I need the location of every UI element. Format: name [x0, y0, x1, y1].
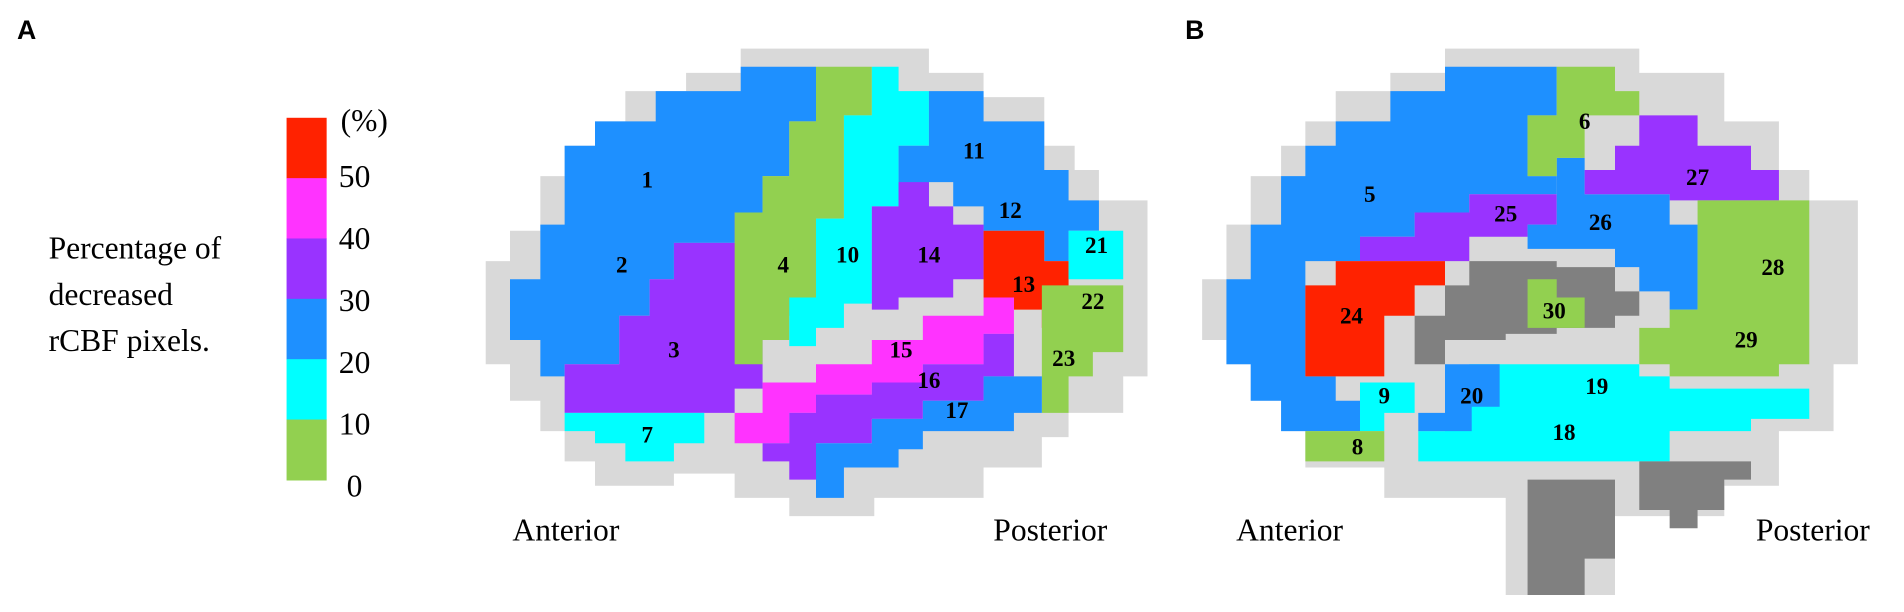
- region-label: 30: [1543, 298, 1566, 324]
- region: [898, 91, 1099, 262]
- region: [734, 297, 1014, 444]
- region: [789, 66, 929, 347]
- region: [564, 412, 705, 462]
- legend-tick: 20: [339, 345, 371, 380]
- region-label: 10: [836, 242, 859, 268]
- region-label: 27: [1686, 164, 1709, 190]
- legend-swatch: [286, 117, 327, 179]
- region-label: 11: [963, 137, 985, 163]
- region-label: 4: [777, 251, 789, 277]
- region-label: 3: [668, 336, 680, 362]
- region-label: 22: [1081, 288, 1104, 314]
- region: [1527, 66, 1640, 177]
- legend-title: Percentage of: [49, 231, 222, 266]
- legend-tick: 10: [339, 407, 371, 442]
- region: [816, 376, 1042, 498]
- region: [1305, 261, 1445, 377]
- legend-tick: 40: [339, 221, 371, 256]
- legend-swatch: [286, 178, 327, 240]
- region: [564, 212, 763, 413]
- region: [1226, 66, 1557, 432]
- region-label: 17: [945, 397, 968, 423]
- legend-unit: (%): [341, 103, 388, 138]
- region-label: 14: [917, 242, 941, 268]
- legend-swatch: [286, 419, 327, 481]
- region-label: 6: [1579, 108, 1591, 134]
- region-label: 9: [1379, 383, 1391, 409]
- region-label: 18: [1552, 419, 1575, 445]
- direction-label: Anterior: [512, 512, 619, 547]
- ventricle: [1527, 479, 1615, 595]
- ventricle: [1414, 261, 1640, 365]
- region-label: 26: [1589, 209, 1612, 235]
- region-label: 1: [641, 166, 653, 192]
- region: [1418, 364, 1810, 462]
- direction-label: Anterior: [1236, 512, 1343, 547]
- region-label: 16: [917, 367, 940, 393]
- panel-label: B: [1185, 15, 1204, 45]
- region: [510, 66, 816, 377]
- region: [1639, 200, 1810, 377]
- legend-title: rCBF pixels.: [49, 323, 210, 358]
- legend-swatch: [286, 238, 327, 300]
- direction-label: Posterior: [993, 512, 1107, 547]
- region: [871, 182, 984, 310]
- region-label: 19: [1585, 373, 1608, 399]
- region: [1527, 279, 1585, 328]
- region-label: 28: [1761, 254, 1784, 280]
- region-label: 2: [616, 251, 628, 277]
- region-label: 7: [641, 421, 653, 447]
- panel-label: A: [17, 15, 36, 45]
- legend-title: decreased: [49, 277, 174, 312]
- legend-tick: 0: [347, 469, 363, 504]
- legend-swatch: [286, 298, 327, 360]
- region: [1360, 194, 1557, 262]
- region-label: 23: [1052, 345, 1075, 371]
- region: [1068, 230, 1124, 280]
- region: [1584, 115, 1779, 201]
- region-label: 8: [1352, 434, 1364, 460]
- region: [1360, 382, 1415, 432]
- region-label: 20: [1460, 383, 1483, 409]
- region: [734, 66, 872, 365]
- region-label: 12: [999, 197, 1022, 223]
- legend-tick: 50: [339, 159, 371, 194]
- ventricle: [1639, 461, 1751, 529]
- region: [1527, 157, 1698, 310]
- direction-label: Posterior: [1756, 512, 1870, 547]
- region-label: 5: [1364, 181, 1376, 207]
- legend-swatch: [286, 359, 327, 421]
- legend-tick: 30: [339, 283, 371, 318]
- region: [1418, 364, 1500, 432]
- region: [1041, 285, 1124, 413]
- region-label: 29: [1735, 327, 1758, 353]
- region-label: 25: [1494, 200, 1517, 226]
- region-label: 15: [889, 336, 912, 362]
- region-label: 21: [1085, 232, 1108, 258]
- region-label: 13: [1012, 271, 1035, 297]
- region-label: 24: [1340, 302, 1364, 328]
- region: [1305, 431, 1385, 462]
